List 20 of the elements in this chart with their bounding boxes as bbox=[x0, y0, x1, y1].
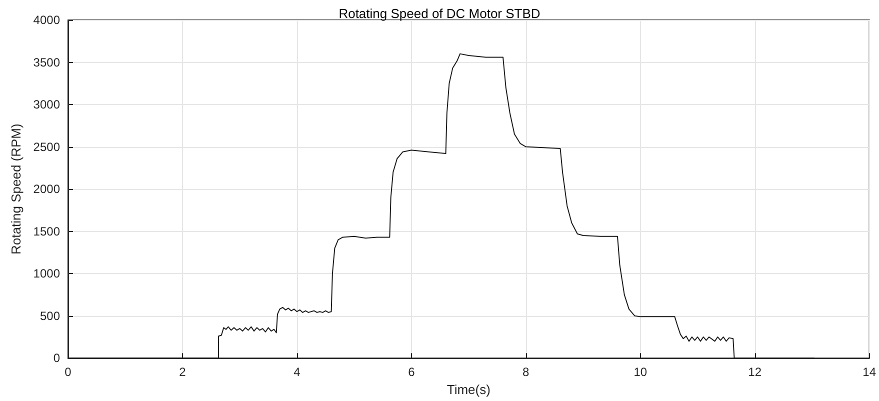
x-tick-label: 2 bbox=[179, 365, 186, 380]
x-tick-label: 14 bbox=[862, 365, 876, 380]
y-tick-label: 3000 bbox=[33, 98, 60, 112]
y-axis-title: Rotating Speed (RPM) bbox=[8, 124, 24, 254]
y-tick-label: 500 bbox=[40, 308, 60, 323]
x-axis-title: Time(s) bbox=[446, 382, 490, 397]
y-tick-label: 1500 bbox=[33, 224, 60, 238]
x-tick-label: 12 bbox=[748, 365, 762, 380]
y-tick-label: 2000 bbox=[33, 182, 60, 196]
y-tick-label: 4000 bbox=[33, 13, 60, 27]
y-tick-label: 0 bbox=[53, 351, 60, 366]
x-tick-label: 0 bbox=[64, 365, 72, 380]
x-tick-label: 10 bbox=[634, 365, 648, 380]
x-tick-label: 8 bbox=[522, 365, 530, 380]
x-tick-label: 6 bbox=[408, 365, 416, 380]
y-tick-label: 3500 bbox=[33, 55, 60, 70]
x-tick-label: 4 bbox=[294, 365, 301, 380]
y-tick-label: 2500 bbox=[33, 140, 60, 154]
chart-title: Rotating Speed of DC Motor STBD bbox=[338, 6, 540, 21]
y-tick-label: 1000 bbox=[33, 266, 60, 281]
